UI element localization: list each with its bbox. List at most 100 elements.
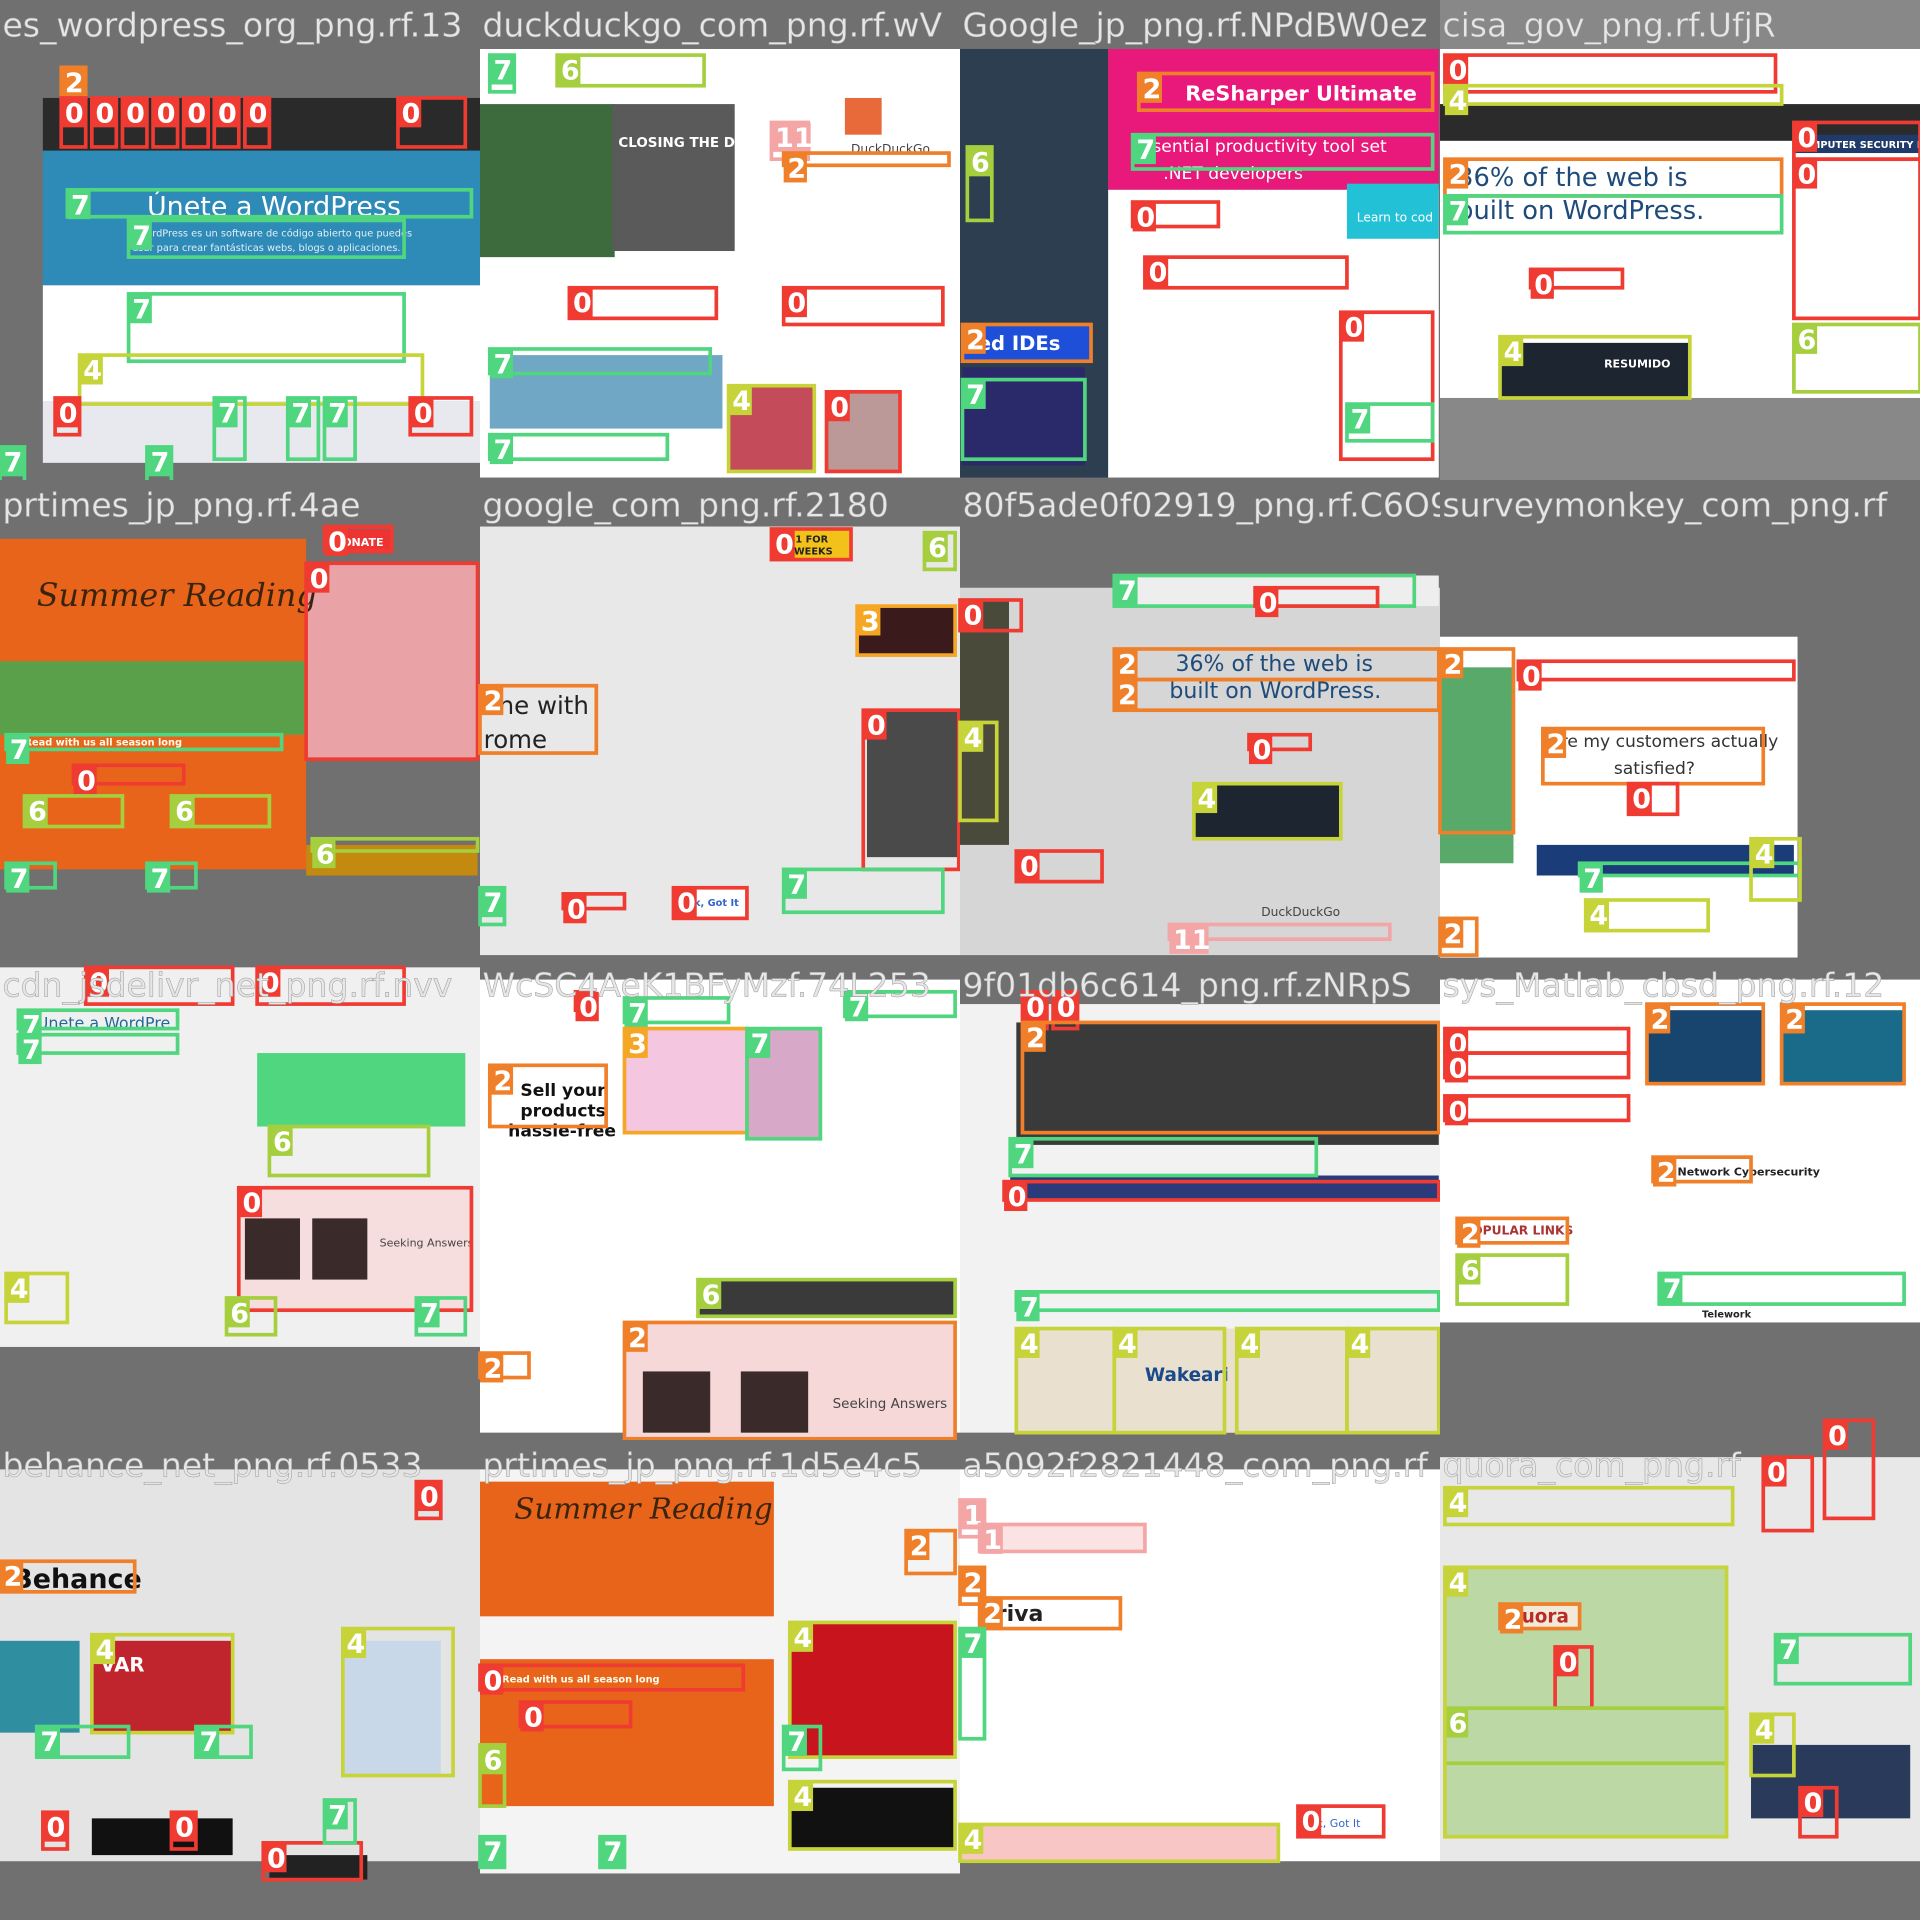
box-label: 7	[10, 864, 29, 895]
label-badge	[397, 97, 422, 128]
screenshot-text: Telework	[1702, 1310, 1752, 1321]
label-badge	[1659, 1273, 1683, 1303]
screenshot-region	[480, 1659, 774, 1807]
annotation-box	[1822, 1418, 1876, 1521]
screenshot-region	[257, 1053, 466, 1127]
tile-title: Google_jp_png.rf.NPdBW0ez	[962, 6, 1427, 45]
box-label: 0	[89, 968, 108, 999]
label-badge	[480, 1836, 504, 1867]
box-label: 6	[1798, 325, 1817, 356]
screenshot-text: Seeking Answers	[833, 1397, 948, 1412]
label-badge	[410, 397, 434, 428]
annotation-box	[1338, 310, 1435, 462]
box-label: 0	[1008, 1182, 1027, 1213]
screenshot-text: built on WordPress.	[1169, 679, 1381, 704]
annotation-box	[90, 1632, 235, 1735]
label-badge	[18, 1034, 42, 1065]
box-label: 0	[420, 1482, 439, 1513]
screenshot-region	[960, 1824, 1279, 1862]
box-label: 2	[910, 1531, 929, 1562]
box-label: 2	[628, 1323, 647, 1354]
label-badge	[1169, 924, 1209, 954]
label-badge	[269, 1126, 293, 1156]
box-label: 0	[187, 98, 206, 129]
box-label: 6	[1449, 1709, 1468, 1740]
label-badge	[18, 1010, 42, 1040]
box-label: 0	[218, 98, 237, 129]
screenshot-region	[1193, 783, 1341, 839]
label-badge	[728, 385, 752, 416]
label-badge	[85, 967, 109, 997]
box-label: 0	[175, 1813, 194, 1844]
box-label: 4	[347, 1629, 366, 1660]
label-badge	[1053, 991, 1077, 1022]
label-badge	[1022, 1022, 1046, 1052]
box-label: 2	[1461, 1219, 1480, 1250]
tile: Are my customers actually satisfied? 0 2 0 2 7…	[1438, 480, 1920, 960]
label-badge	[146, 446, 171, 477]
screenshot-text: $1 FOR	[789, 534, 829, 545]
annotation-box	[1645, 1002, 1766, 1086]
annotation-box	[1498, 334, 1692, 400]
screenshot-text: Learn to cod	[1357, 211, 1433, 225]
box-label: 0	[1449, 56, 1468, 87]
tile-title: 9f01db6c614_png.rf.zNRpS	[962, 966, 1411, 1005]
label-badge	[1646, 1004, 1671, 1034]
label-badge	[416, 1481, 440, 1512]
screenshot-text: Summer Reading	[514, 1491, 772, 1525]
box-label: 0	[1828, 1421, 1847, 1452]
box-label: 4	[10, 1274, 29, 1305]
label-badge	[146, 863, 171, 893]
label-badge	[6, 1273, 30, 1303]
screenshot-region	[1793, 134, 1920, 154]
box-label: 0	[1302, 1807, 1321, 1838]
box-label: 3	[861, 607, 880, 638]
label-badge	[771, 528, 795, 559]
label-badge	[91, 1634, 116, 1665]
box-label: 7	[420, 1298, 439, 1329]
box-label: 7	[493, 56, 512, 87]
label-badge	[489, 434, 514, 465]
label-badge	[960, 722, 984, 752]
label-badge	[1585, 900, 1609, 930]
label-badge	[1518, 661, 1542, 691]
label-badge	[312, 838, 336, 869]
box-label: 7	[628, 998, 647, 1029]
box-label: 7	[1014, 1139, 1033, 1170]
label-badge	[563, 893, 587, 924]
annotation-box	[745, 1026, 823, 1141]
label-badge	[1653, 1157, 1677, 1187]
screenshot-region	[979, 1524, 1145, 1552]
box-label: 0	[310, 564, 329, 595]
box-label: 0	[1534, 270, 1553, 301]
label-badge	[480, 1353, 504, 1383]
screenshot-region	[480, 1481, 774, 1617]
box-label: 0	[1344, 313, 1363, 344]
label-badge	[226, 1297, 250, 1328]
box-label: 6	[561, 56, 580, 87]
box-label: 1	[983, 1525, 1002, 1556]
label-badge	[0, 446, 24, 477]
box-label: 2	[1026, 1023, 1045, 1054]
label-badge	[287, 397, 312, 428]
box-label: 7	[849, 992, 868, 1023]
label-badge	[624, 1028, 648, 1058]
box-label: 4	[1351, 1329, 1370, 1360]
annotation-box	[236, 1185, 474, 1313]
screenshot-text: satisfied?	[1614, 759, 1695, 779]
label-badge	[489, 55, 514, 85]
box-label: 0	[1632, 784, 1651, 815]
label-badge	[238, 1187, 263, 1218]
box-label: 7	[604, 1837, 623, 1868]
label-badge	[1457, 1218, 1481, 1248]
box-label: 6	[28, 796, 47, 827]
label-badge	[697, 1279, 722, 1309]
box-label: 4	[1240, 1329, 1259, 1360]
box-label: 2	[4, 1562, 23, 1593]
screenshot-text: Read with us all season long	[502, 1674, 660, 1685]
label-badge	[1763, 1457, 1787, 1487]
box-label: 7	[787, 870, 806, 901]
